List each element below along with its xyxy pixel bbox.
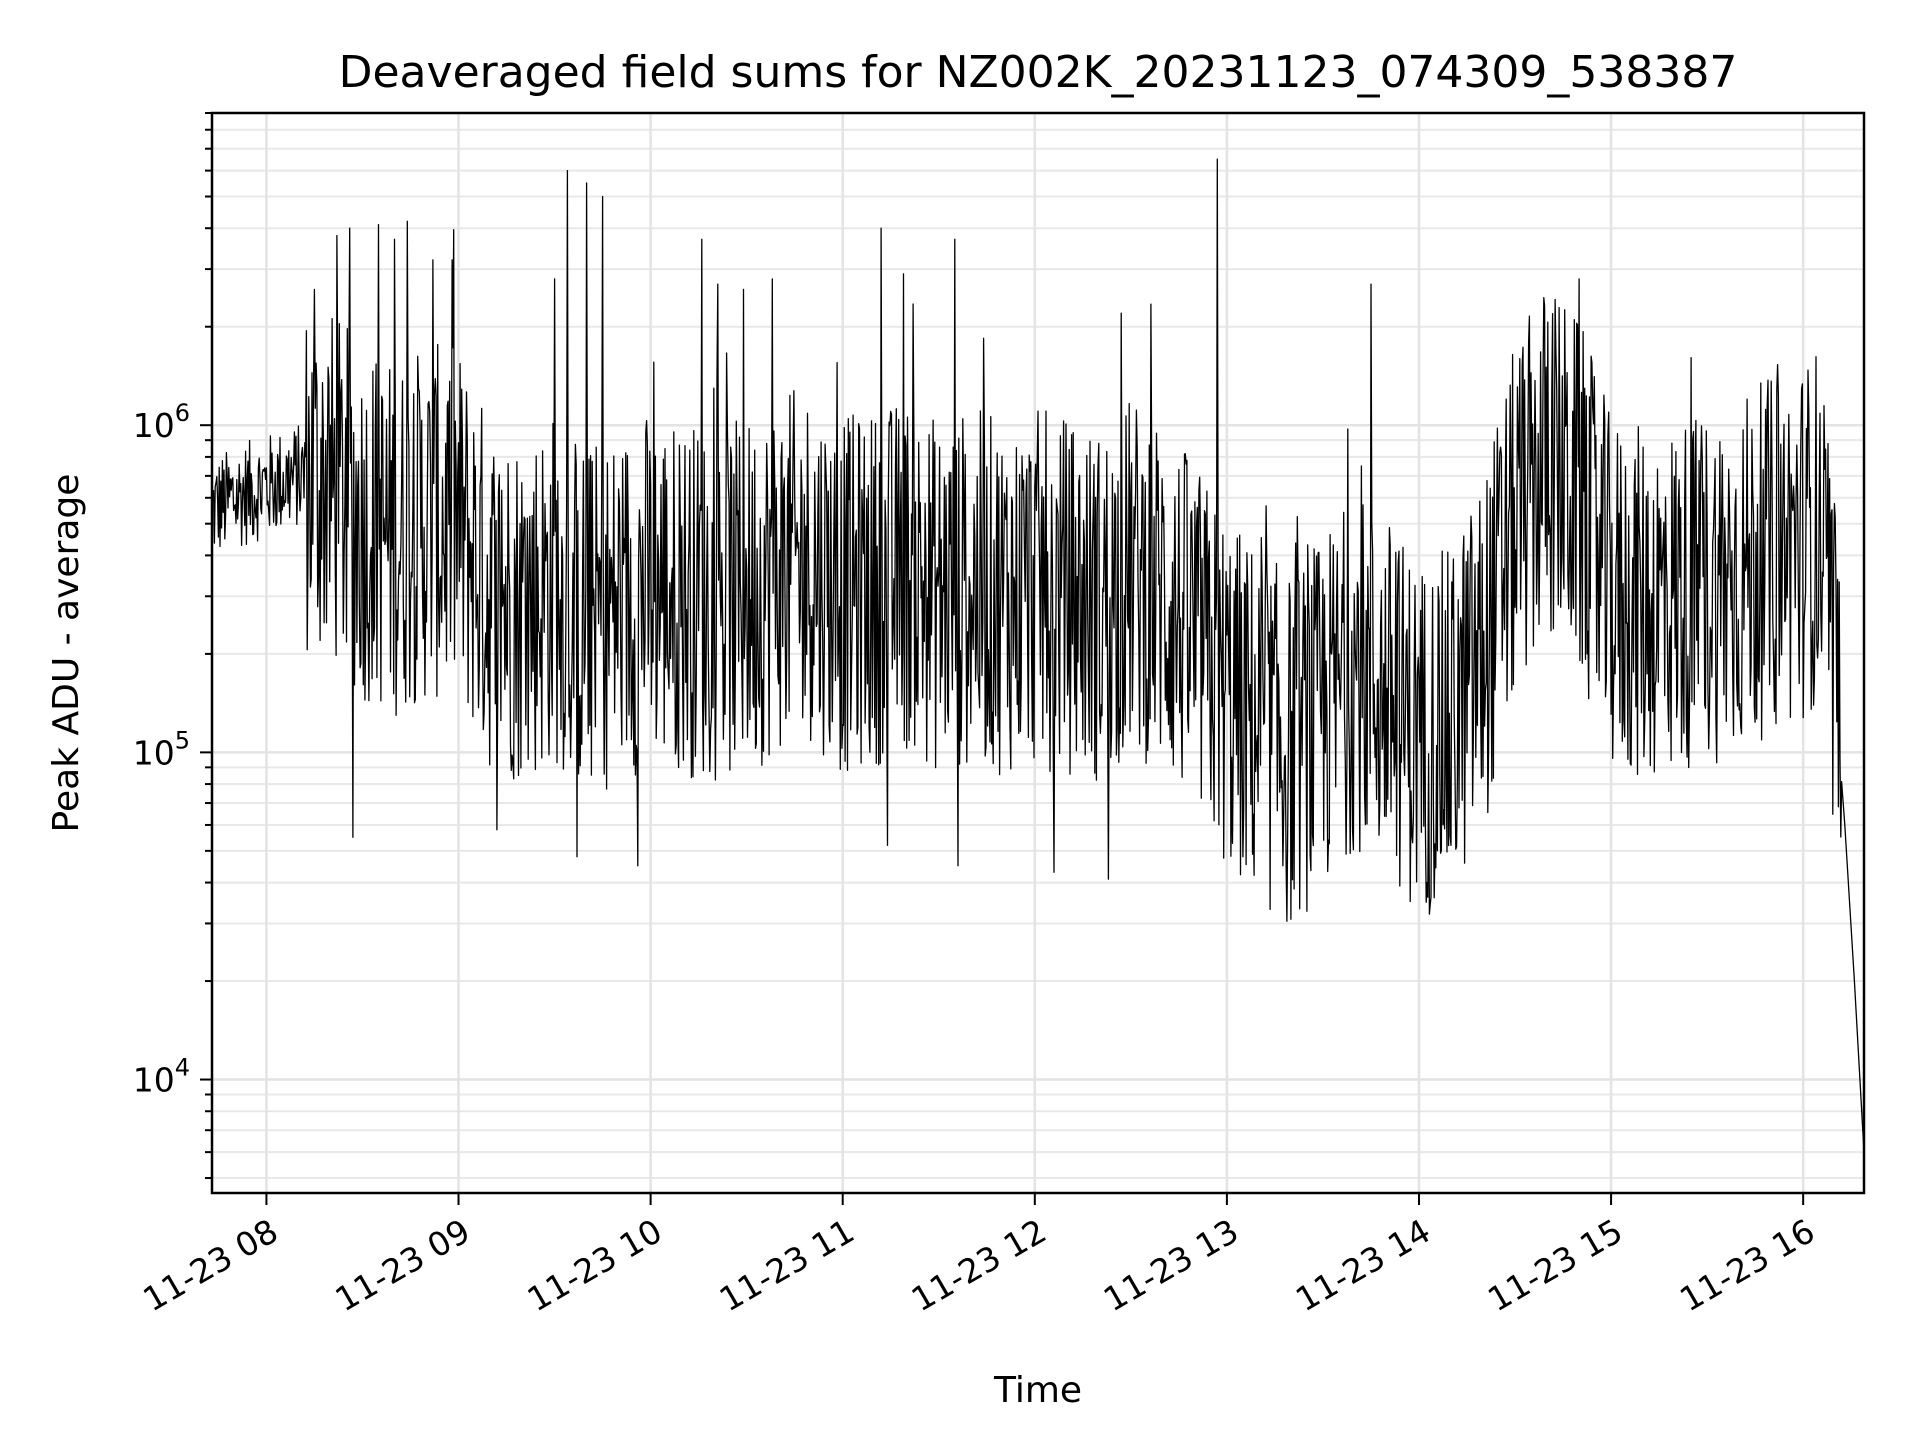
series-layer [211,158,1865,1153]
y-tick-label: 105 [133,726,190,772]
chart-title: Deaveraged field sums for NZ002K_2023112… [339,47,1738,98]
x-axis-label: Time [993,1370,1082,1411]
grid [212,112,1864,1193]
series-line [211,158,1865,1153]
y-axis-label: Peak ADU - average [46,474,87,833]
y-tick-label: 106 [133,399,190,445]
y-tick-label: 104 [133,1054,190,1100]
